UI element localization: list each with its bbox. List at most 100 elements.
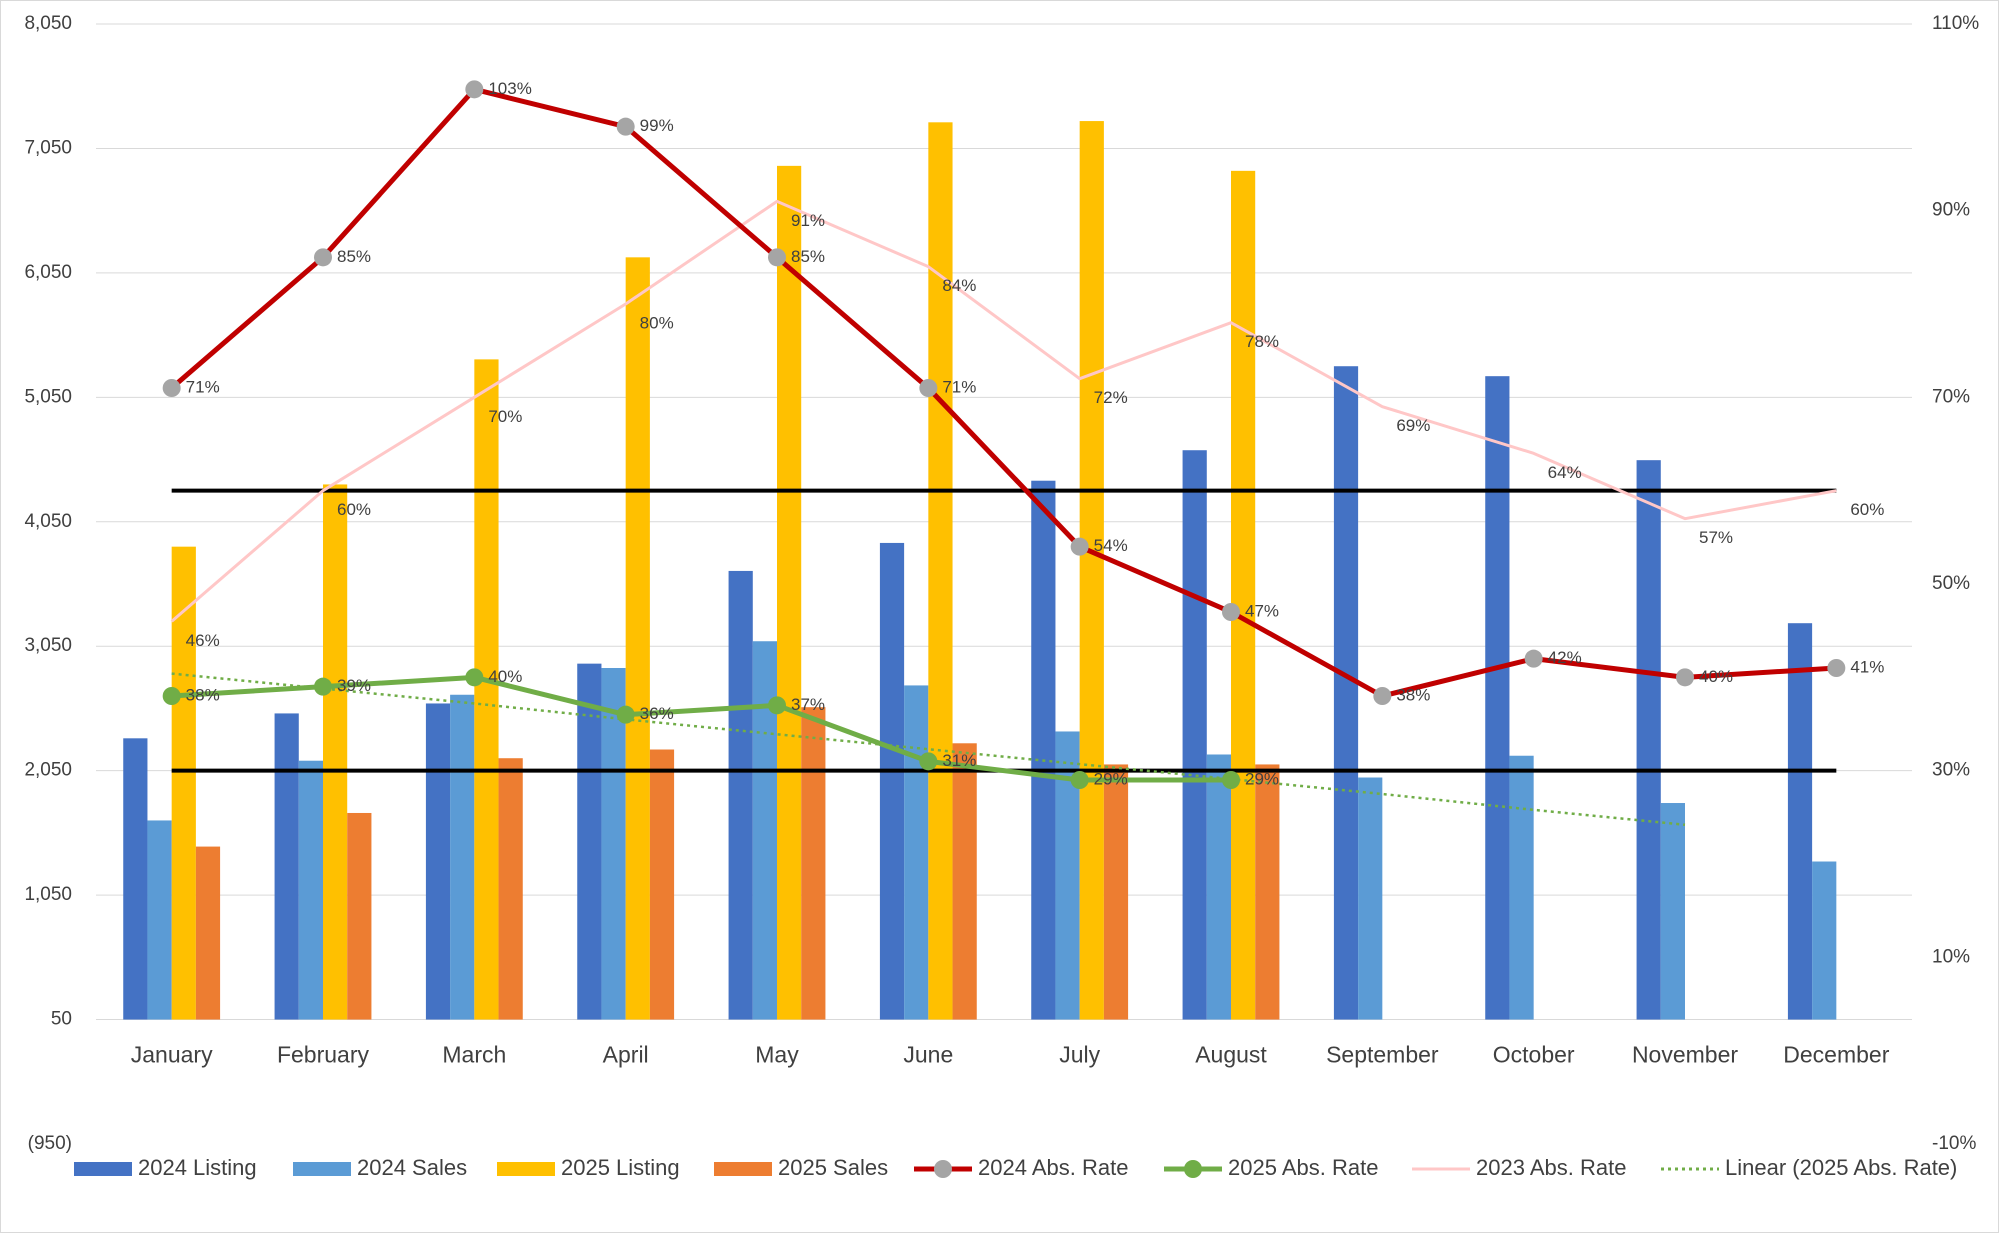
x-tick-label: December <box>1783 1042 1889 1068</box>
data-label: 38% <box>186 685 220 704</box>
y2-tick-label: 50% <box>1932 573 1970 594</box>
data-label: 64% <box>1548 463 1582 482</box>
point-marker <box>616 705 635 724</box>
bar <box>1031 480 1056 1020</box>
legend-swatch <box>74 1162 132 1176</box>
bar <box>474 359 499 1020</box>
bar <box>904 685 929 1020</box>
data-label: 57% <box>1699 528 1733 547</box>
bar <box>625 257 650 1020</box>
bar <box>147 820 172 1020</box>
legend-label: 2024 Abs. Rate <box>978 1155 1128 1180</box>
data-label: 84% <box>942 276 976 295</box>
x-tick-label: June <box>903 1042 953 1068</box>
bar <box>1485 376 1510 1020</box>
legend-marker <box>1184 1160 1202 1178</box>
legend-label: Linear (2025 Abs. Rate) <box>1725 1155 1957 1180</box>
data-label: 46% <box>186 631 220 650</box>
point-marker <box>162 687 181 705</box>
point-marker <box>919 752 938 771</box>
point-marker <box>1222 603 1240 621</box>
point-marker <box>465 668 484 687</box>
y2-tick-label: 110% <box>1932 13 1979 34</box>
bar <box>879 542 905 1020</box>
point-marker <box>1222 771 1240 789</box>
bar <box>123 738 148 1020</box>
data-label: 103% <box>488 79 531 98</box>
legend-label: 2025 Sales <box>778 1155 888 1180</box>
bar <box>274 713 299 1020</box>
y-tick-label: 50 <box>51 1009 72 1030</box>
legend-label: 2024 Sales <box>357 1155 467 1180</box>
point-marker <box>1070 771 1089 789</box>
data-label: 60% <box>337 500 371 519</box>
y2-tick-label: 10% <box>1932 946 1970 967</box>
point-marker <box>1070 537 1089 556</box>
data-label: 85% <box>791 247 825 266</box>
x-tick-label: February <box>277 1042 370 1068</box>
legend-swatch <box>714 1162 772 1176</box>
y-tick-label: 6,050 <box>24 262 72 283</box>
x-tick-label: November <box>1632 1042 1738 1068</box>
legend: 2024 Listing 2024 Sales 2025 Listing 2025 S… <box>74 1155 1957 1180</box>
legend-label: 2025 Listing <box>561 1155 680 1180</box>
series-line <box>170 86 1837 699</box>
y-tick-label: 2,050 <box>24 760 72 781</box>
data-label: 85% <box>337 247 371 266</box>
point-marker <box>616 117 635 136</box>
data-label: 31% <box>942 751 976 770</box>
bar <box>1103 764 1129 1020</box>
data-label: 80% <box>640 313 674 332</box>
point-marker <box>1676 668 1694 687</box>
data-label: 39% <box>337 676 371 695</box>
point-marker <box>1827 659 1846 677</box>
bars <box>123 121 1837 1020</box>
x-tick-label: August <box>1195 1042 1267 1068</box>
bar <box>1812 861 1837 1020</box>
bar <box>1079 121 1104 1020</box>
y2-tick-label: 70% <box>1932 386 1970 407</box>
data-label: 40% <box>1699 667 1733 686</box>
legend-label: 2023 Abs. Rate <box>1476 1155 1626 1180</box>
bar <box>601 668 626 1020</box>
bar <box>450 694 475 1020</box>
bar <box>298 760 323 1020</box>
point-marker <box>465 80 484 99</box>
bar <box>1358 777 1383 1020</box>
series-line <box>171 672 1686 827</box>
point-marker <box>919 379 938 397</box>
data-label: 29% <box>1094 769 1128 788</box>
bar <box>498 758 523 1020</box>
bar <box>649 749 675 1020</box>
data-label: 71% <box>186 377 220 396</box>
data-label: 40% <box>488 667 522 686</box>
series-line <box>171 674 1231 783</box>
bar <box>777 165 802 1020</box>
data-label: 60% <box>1850 500 1884 519</box>
data-label: 37% <box>791 695 825 714</box>
bar <box>347 812 372 1020</box>
legend-marker <box>934 1160 952 1178</box>
y-tick-label: 5,050 <box>24 386 72 407</box>
point-marker <box>1524 649 1543 668</box>
data-label: 29% <box>1245 769 1279 788</box>
legend-swatch <box>497 1162 555 1176</box>
data-label: 69% <box>1396 416 1430 435</box>
bar <box>1660 803 1685 1020</box>
x-tick-label: May <box>755 1042 799 1068</box>
legend-swatch <box>293 1162 351 1176</box>
bar <box>1787 623 1813 1020</box>
bar <box>171 546 196 1020</box>
data-label: 91% <box>791 211 825 230</box>
y-tick-label: (950) <box>28 1133 72 1154</box>
bar <box>728 570 753 1020</box>
data-label: 54% <box>1094 536 1128 555</box>
bar <box>1231 170 1256 1020</box>
y-tick-label: 8,050 <box>24 13 72 34</box>
bar <box>323 484 348 1020</box>
bar <box>1255 764 1280 1020</box>
bar <box>1206 754 1231 1020</box>
data-label: 47% <box>1245 601 1279 620</box>
data-label: 41% <box>1850 657 1884 676</box>
x-tick-label: March <box>442 1042 506 1068</box>
